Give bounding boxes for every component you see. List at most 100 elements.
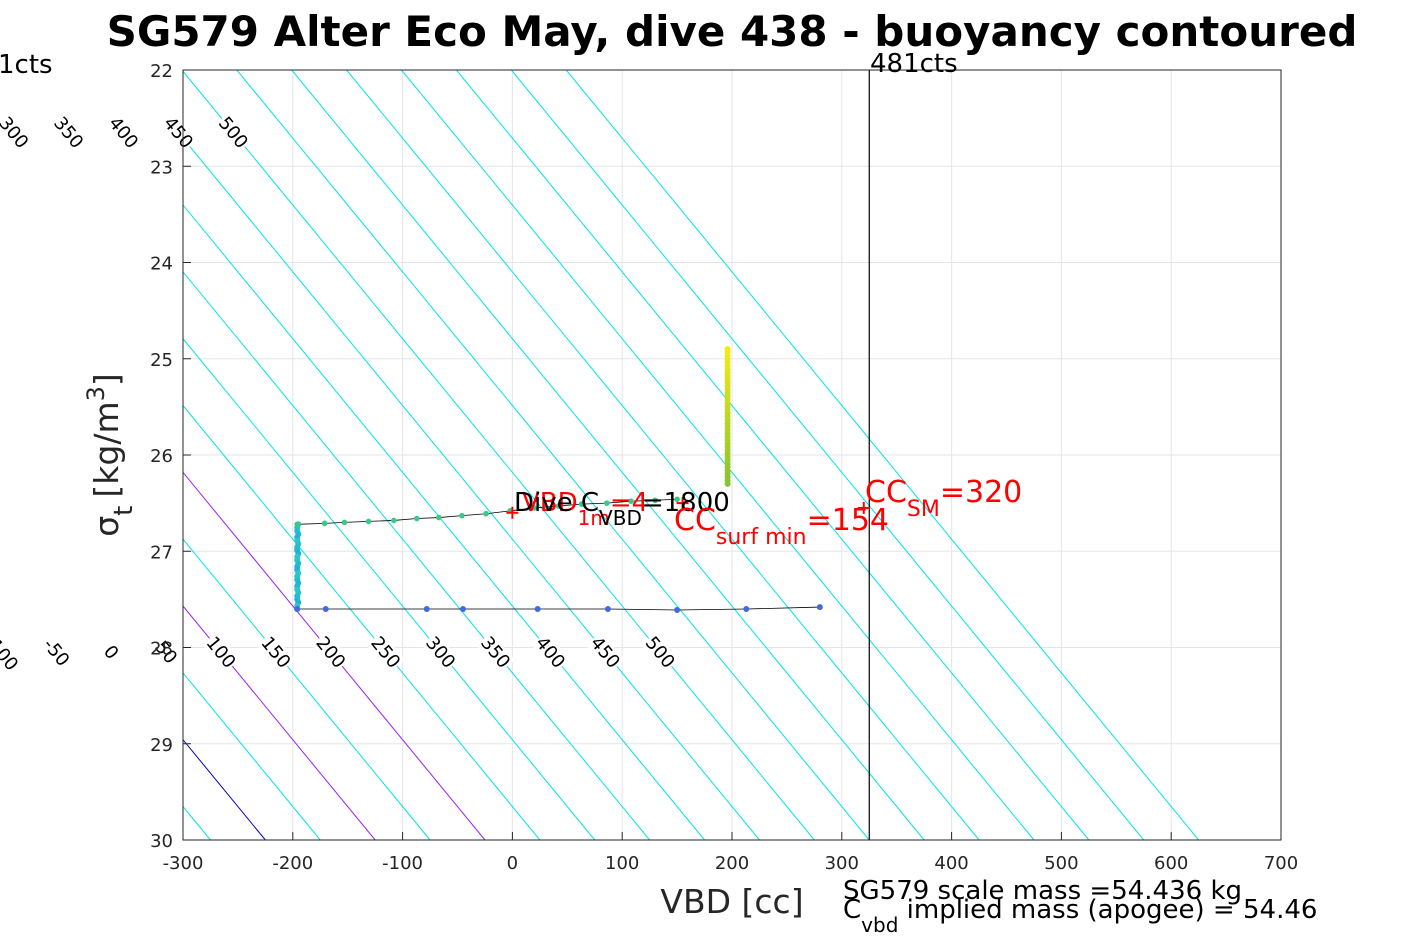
x-tick-label: 500 — [1044, 853, 1078, 874]
contour-label-lower-bg — [201, 632, 241, 673]
implied-mass-c: C — [843, 895, 861, 925]
cc-surf-min-text: CC — [674, 503, 716, 538]
x-tick-label: 600 — [1154, 853, 1188, 874]
vbd-1m-annotation: VBD1m=4 — [522, 488, 648, 530]
profile-point — [436, 514, 442, 521]
x-tick-label: 100 — [605, 853, 639, 874]
profile-point — [391, 517, 397, 524]
contour-line — [565, 70, 1200, 840]
contour-line — [183, 404, 541, 840]
x-axis-ticks: -300 -200 -100 0 100 200 300 400 500 600 700 — [163, 832, 1298, 874]
vbd-1m-text: VBD — [522, 488, 578, 518]
y-label-symbol: σ — [87, 516, 126, 537]
y-label-sup: 3 — [82, 386, 110, 401]
contour-line — [510, 70, 1145, 840]
x-tick-label: 200 — [715, 853, 749, 874]
dive-c-sub: VBD — [599, 506, 642, 530]
contour-label-lower-bg — [256, 632, 296, 673]
scale-mass-text: SG579 scale mass =54.436 kg — [843, 876, 1242, 906]
profile-point — [674, 496, 680, 503]
contour-line — [236, 70, 870, 840]
y-tick-label: 28 — [150, 639, 173, 660]
contour-label-lower-bg — [421, 632, 460, 673]
profile-point — [459, 606, 466, 612]
contour-line — [183, 204, 705, 840]
contour-label-lower-bg — [641, 632, 680, 673]
cc-sm-annotation: CCSM=320 — [865, 475, 1022, 522]
contour-line — [183, 605, 376, 840]
contour-label-upper-bg — [159, 112, 198, 153]
vline-label: 481cts — [870, 49, 958, 79]
x-axis-label: VBD [cc] — [660, 882, 803, 921]
profile-point — [341, 519, 348, 526]
cc-sm-sup: SM — [907, 497, 940, 522]
x-tick-label: -100 — [382, 853, 423, 874]
contour-line — [183, 471, 486, 840]
cc-surf-min-value: =154 — [807, 503, 889, 538]
contour-label-lower-bg — [476, 632, 515, 673]
profile-point — [321, 520, 328, 527]
x-tick-label: -200 — [272, 853, 313, 874]
contour-line — [183, 70, 815, 840]
dive-profile — [294, 346, 823, 613]
implied-mass-value: implied mass (apogee) = 54.46 — [898, 895, 1317, 925]
dive-c-value: =1800 — [642, 488, 730, 518]
y-axis-ticks: 22 23 24 25 26 27 28 29 30 — [150, 61, 191, 852]
vbd-1m-sub: 1m — [578, 506, 610, 530]
contour-line — [183, 672, 321, 840]
x-tick-label: 400 — [934, 853, 968, 874]
implied-mass-text: Cvbd implied mass (apogee) = 54.46 — [843, 895, 1317, 937]
contour-line — [346, 70, 980, 840]
contour-line — [183, 337, 596, 840]
profile-point — [724, 480, 731, 487]
y-label-sub: t — [109, 506, 139, 516]
profile-point — [423, 606, 430, 612]
contour-label-lower-bg — [586, 632, 625, 673]
left-cts-label: 1cts — [0, 50, 53, 80]
profile-point — [674, 606, 681, 613]
contour-line — [183, 538, 431, 840]
vbd-1m-value: =4 — [610, 488, 648, 518]
contour-label-lower-bg — [146, 632, 186, 673]
y-tick-label: 27 — [150, 542, 173, 563]
profile-point — [294, 606, 301, 612]
profile-point — [459, 512, 465, 519]
profile-point — [531, 505, 538, 511]
profile-point — [816, 604, 823, 611]
contour-label-lower-bg — [531, 632, 570, 673]
profile-point — [483, 510, 489, 517]
x-tick-label: -300 — [163, 853, 204, 874]
contour-line — [291, 70, 925, 840]
profile-point — [652, 497, 658, 504]
profile-point — [414, 515, 420, 522]
dive-c-text: Dive C — [514, 488, 599, 518]
contour-line — [401, 70, 1035, 840]
chart-title: SG579 Alter Eco May, dive 438 - buoyancy… — [107, 7, 1358, 56]
y-tick-label: 22 — [150, 61, 173, 82]
contour-label-lower-bg — [92, 632, 131, 673]
cc-surf-min-annotation: CCsurf min=154 — [674, 503, 889, 550]
x-tick-label: 300 — [825, 853, 859, 874]
y-axis-label: σt [kg/m3] — [82, 373, 139, 536]
contour-label-lower-bg — [37, 632, 76, 673]
dive-c-annotation: Dive CVBD=1800 — [514, 488, 730, 530]
y-tick-label: 30 — [150, 831, 173, 852]
contour-line — [183, 137, 760, 840]
y-tick-label: 26 — [150, 446, 173, 467]
profile-point — [604, 606, 611, 612]
contour-label-lower-bg — [366, 632, 405, 673]
profile-point — [628, 498, 634, 505]
y-tick-label: 23 — [150, 157, 173, 178]
contour-label-upper-bg — [49, 112, 88, 153]
contour-line — [456, 70, 1090, 840]
implied-mass-sub: vbd — [861, 913, 898, 937]
y-tick-label: 24 — [150, 254, 173, 275]
y-tick-label: 29 — [150, 735, 173, 756]
profile-point — [365, 518, 372, 525]
contour-label-lower-bg — [311, 632, 350, 673]
y-tick-label: 25 — [150, 350, 173, 371]
cc-surf-min-sub: surf min — [716, 525, 807, 550]
profile-point — [294, 521, 300, 528]
contour-label-upper-bg — [214, 112, 253, 153]
profile-point — [743, 606, 750, 612]
